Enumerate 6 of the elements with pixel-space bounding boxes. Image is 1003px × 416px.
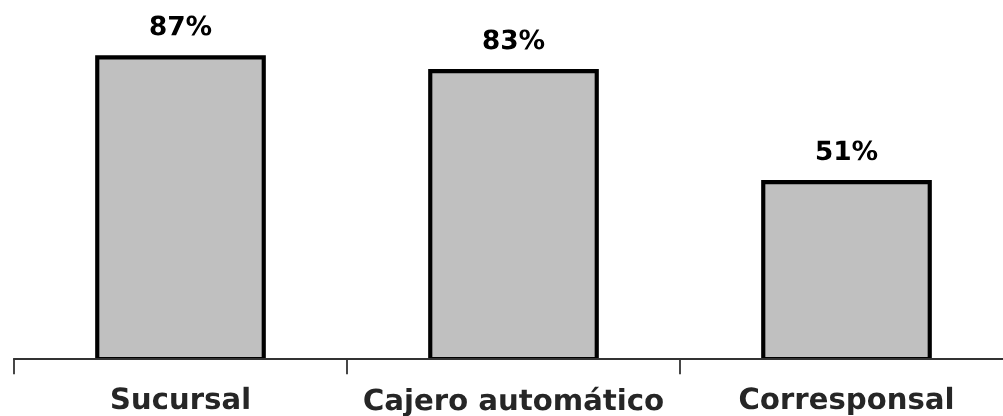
data-label: 51% bbox=[816, 140, 878, 161]
x-tick-label: Sucursal bbox=[111, 386, 249, 410]
data-label: 83% bbox=[483, 29, 545, 50]
data-label: 87% bbox=[150, 15, 212, 36]
x-tick-label: Corresponsal bbox=[739, 386, 953, 416]
x-tick-label: Cajero automático bbox=[364, 386, 663, 416]
